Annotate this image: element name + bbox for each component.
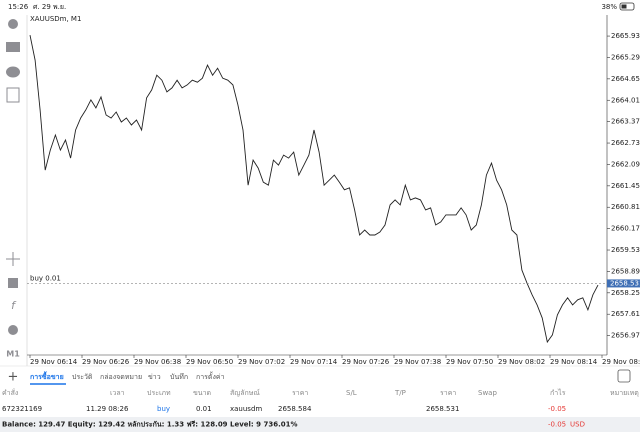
- account-icon[interactable]: [8, 19, 18, 29]
- column-header: ขนาด: [193, 389, 211, 397]
- add-button[interactable]: +: [8, 370, 19, 385]
- y-tick-label: 2661.450: [611, 182, 640, 190]
- column-header: ประเภท: [147, 389, 171, 397]
- column-header: Swap: [478, 389, 497, 397]
- column-header: หมายเหตุ: [610, 389, 639, 397]
- y-tick-label: 2657.610: [611, 310, 640, 318]
- chat-icon[interactable]: [6, 66, 20, 78]
- expand-icon[interactable]: [617, 369, 631, 383]
- y-tick-label: 2656.970: [611, 332, 640, 340]
- order-id: 672321169: [2, 405, 42, 413]
- tab[interactable]: ประวัติ: [72, 373, 93, 381]
- x-tick-label: 29 Nov 07:26: [342, 358, 390, 366]
- column-header: ราคา: [292, 389, 308, 397]
- tab[interactable]: การซื้อขาย: [30, 370, 64, 381]
- column-header: ราคา: [440, 389, 456, 397]
- x-tick-label: 29 Nov 06:38: [134, 358, 181, 366]
- trade-icon[interactable]: [6, 42, 20, 52]
- y-tick-label: 2658.890: [611, 267, 640, 275]
- x-tick-label: 29 Nov 07:50: [446, 358, 493, 366]
- status-battery: 38%: [601, 3, 617, 11]
- y-tick-label: 2664.010: [611, 96, 640, 104]
- column-header: S/L: [346, 389, 357, 397]
- open-price: 2658.584: [278, 405, 312, 413]
- column-header: T/P: [394, 389, 406, 397]
- total-profit: -0.05: [548, 421, 566, 429]
- y-tick-label: 2660.810: [611, 203, 640, 211]
- tab[interactable]: กล่องจดหมาย: [100, 373, 142, 381]
- price-line: [29, 35, 599, 344]
- y-tick-label: 2660.170: [611, 225, 640, 233]
- x-tick-label: 29 Nov 08:26: [602, 358, 640, 366]
- tab[interactable]: บันทึก: [170, 372, 188, 381]
- y-tick-label: 2659.530: [611, 246, 640, 254]
- x-tick-label: 29 Nov 08:02: [498, 358, 545, 366]
- x-tick-label: 29 Nov 06:50: [186, 358, 233, 366]
- indicators-icon[interactable]: [8, 278, 18, 288]
- column-header: คำสั่ง: [2, 388, 18, 397]
- y-tick-label: 2663.370: [611, 118, 640, 126]
- account-summary: Balance: 129.47 Equity: 129.42 หลักประกั…: [2, 421, 297, 429]
- objects-icon[interactable]: [8, 325, 18, 335]
- x-tick-label: 29 Nov 07:14: [290, 358, 338, 366]
- order-size: 0.01: [196, 405, 212, 413]
- new-order-icon[interactable]: [6, 87, 20, 103]
- tab[interactable]: ข่าว: [148, 373, 161, 381]
- column-header: สัญลักษณ์: [230, 389, 260, 397]
- order-profit: -0.05: [548, 405, 566, 413]
- crosshair-icon[interactable]: [6, 252, 20, 266]
- buy-label: buy 0.01: [30, 274, 61, 282]
- timeframe-icon[interactable]: M1: [6, 350, 20, 359]
- column-header: กำไร: [550, 388, 566, 397]
- currency: USD: [570, 421, 585, 429]
- buy-price-label: 2658.531: [610, 279, 640, 287]
- current-price: 2658.531: [426, 405, 459, 413]
- order-time: 11.29 08:26: [86, 405, 129, 413]
- table-header: คำสั่ง เวลา ประเภท ขนาด สัญลักษณ์ ราคา S/L T/P ร…: [2, 388, 639, 397]
- y-tick-label: 2665.290: [611, 53, 640, 61]
- chart-symbol: XAUUSDm, M1: [30, 15, 81, 23]
- chart-layer: 2665.930 2665.290 2664.650 2664.010 2663.370…: [27, 32, 640, 366]
- tabs: การซื้อขาย ประวัติ กล่องจดหมาย ข่าว บันทึก กา…: [30, 370, 225, 385]
- battery-level-icon: [621, 4, 627, 9]
- order-symbol: xauusdm: [230, 405, 262, 413]
- status-time: 15:26: [8, 3, 29, 11]
- x-tick-label: 29 Nov 08:14: [550, 358, 598, 366]
- column-header: เวลา: [110, 389, 125, 397]
- x-tick-label: 29 Nov 06:14: [30, 358, 78, 366]
- left-toolbar: f M1: [6, 19, 20, 359]
- summary-bar: [0, 417, 640, 432]
- buy-price-badge: [607, 279, 640, 288]
- x-tick-label: 29 Nov 07:38: [394, 358, 441, 366]
- y-tick-label: 2664.650: [611, 75, 640, 83]
- y-tick-label: 2658.250: [611, 289, 640, 297]
- battery-icon: [619, 2, 635, 11]
- y-tick-label: 2662.730: [611, 139, 640, 147]
- tab[interactable]: การตั้งค่า: [196, 370, 225, 381]
- x-tick-label: 29 Nov 06:26: [82, 358, 130, 366]
- x-tick-label: 29 Nov 07:02: [238, 358, 285, 366]
- y-tick-label: 2662.090: [611, 160, 640, 168]
- y-tick-label: 2665.930: [611, 32, 640, 40]
- order-type: buy: [157, 405, 170, 413]
- function-icon[interactable]: f: [11, 299, 17, 312]
- status-date: ศ. 29 พ.ย.: [33, 3, 66, 11]
